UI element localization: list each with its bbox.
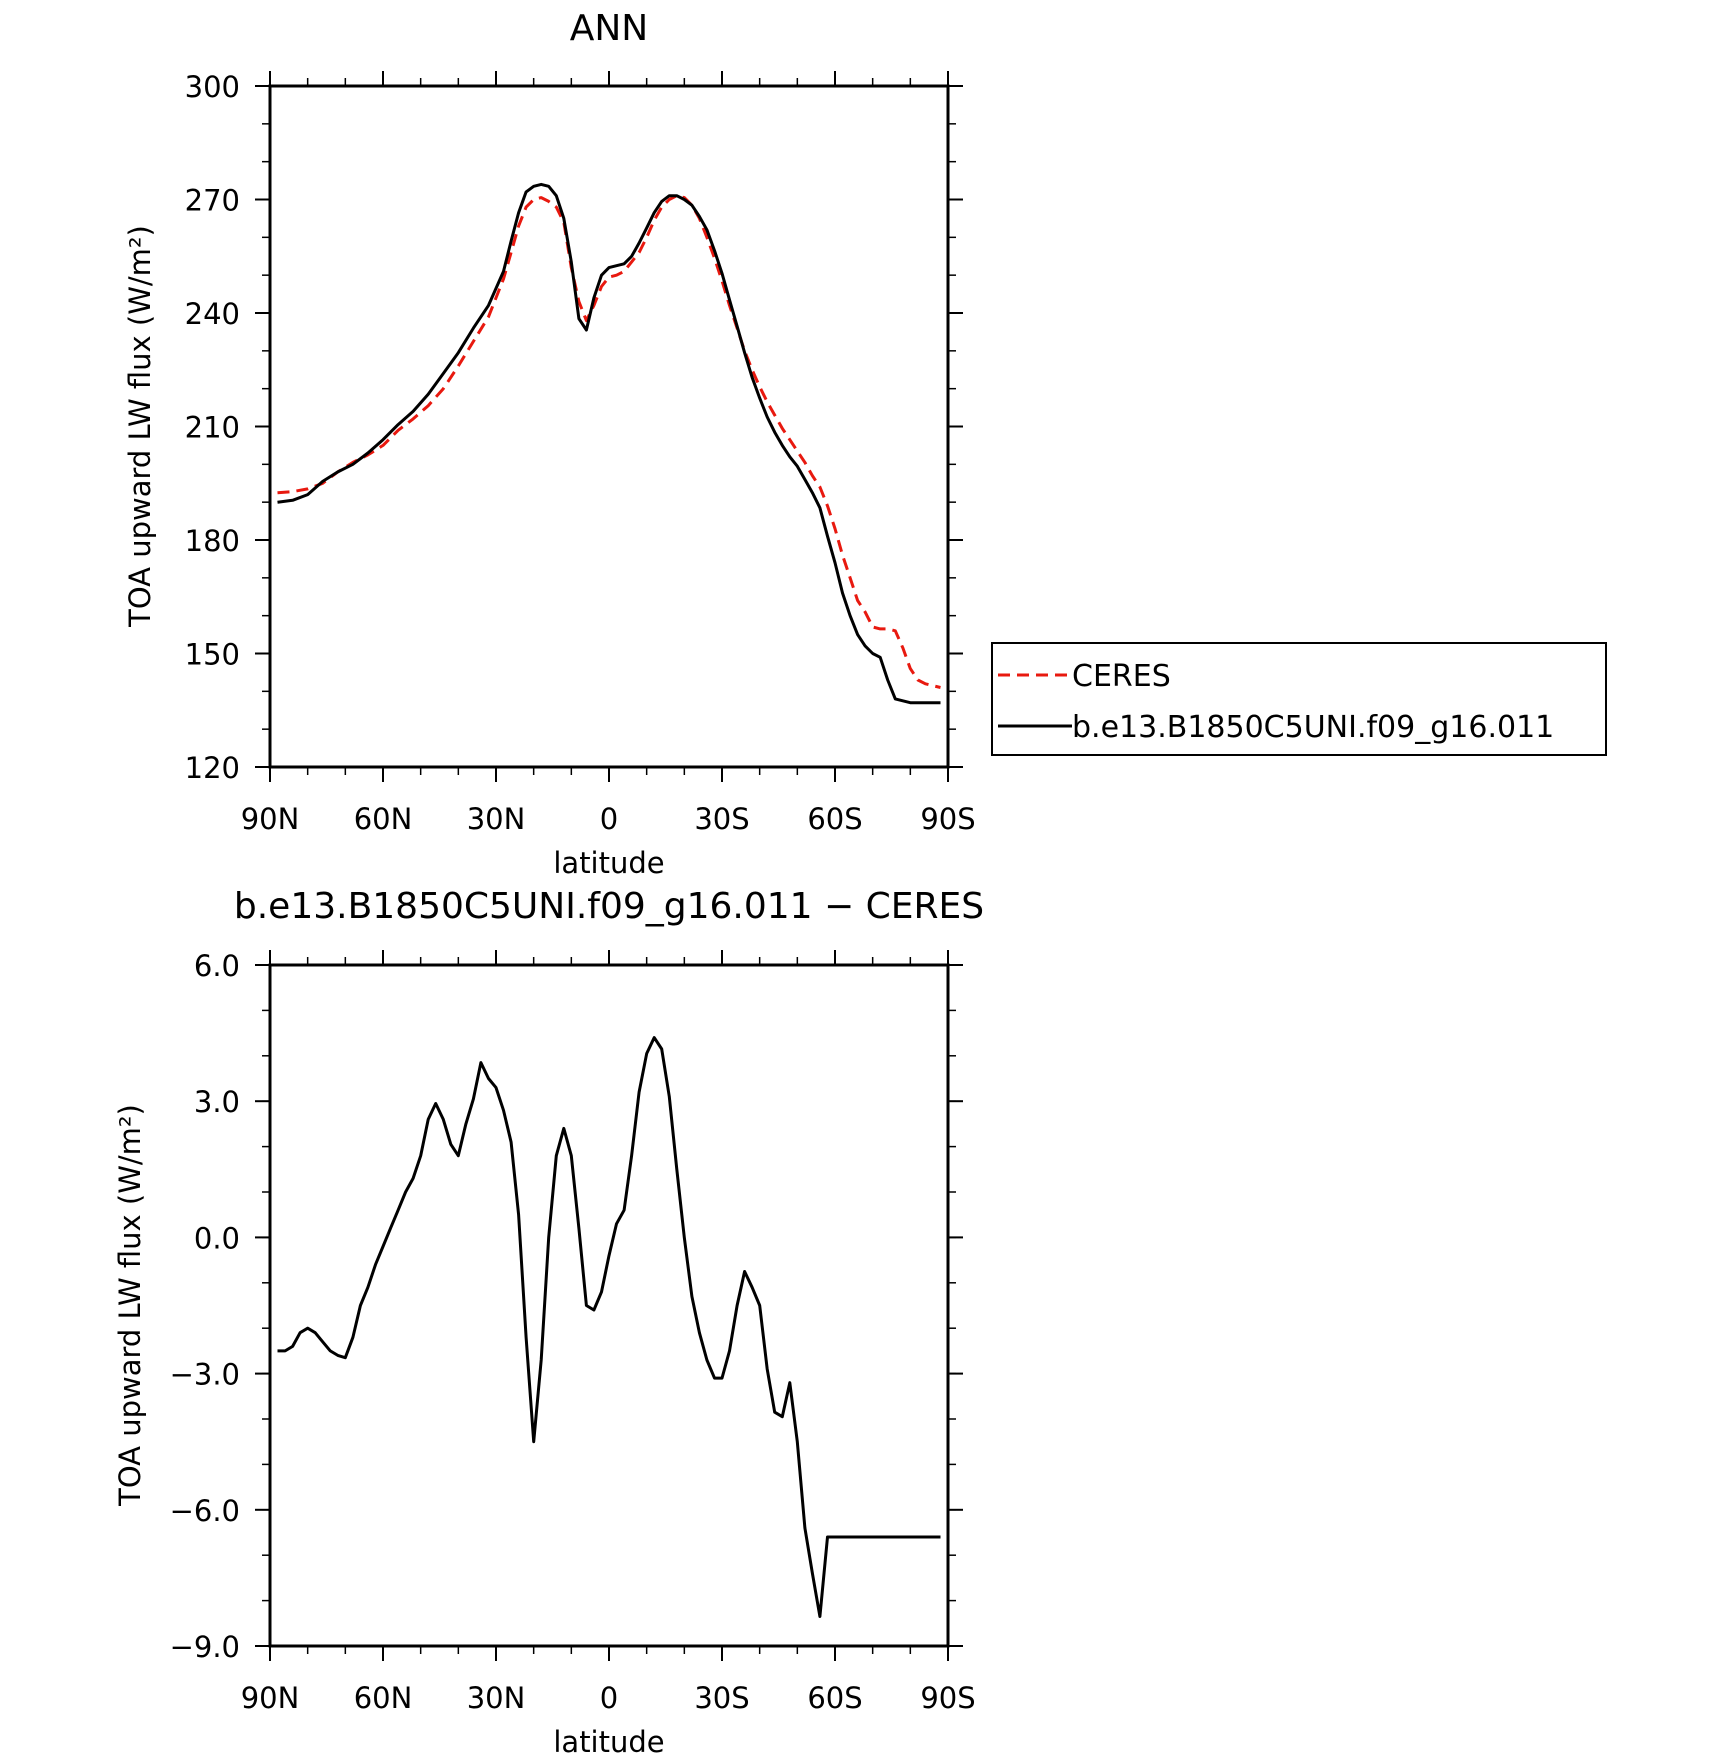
y-tick-label: 180	[185, 524, 240, 558]
x-tick-label: 30N	[467, 802, 526, 836]
x-tick-label: 90N	[241, 1681, 300, 1715]
x-tick-label: 60S	[807, 802, 862, 836]
y-tick-label: 150	[185, 638, 240, 672]
bottom-x-tick-labels: 90N 60N 30N 0 30S 60S 90S	[241, 1681, 976, 1715]
bottom-y-axis-title: TOA upward LW flux (W/m²)	[113, 1104, 147, 1507]
top-x-tick-labels: 90N 60N 30N 0 30S 60S 90S	[241, 802, 976, 836]
top-panel: ANN 300 270 240 210 180 150 120 90N 60N 30N 0 30S 6…	[123, 8, 1607, 880]
bottom-plot-title: b.e13.B1850C5UNI.f09_g16.011 − CERES	[234, 886, 984, 927]
y-tick-label: 300	[185, 70, 240, 104]
y-tick-label: −3.0	[170, 1358, 240, 1392]
x-tick-label: 30S	[694, 1681, 749, 1715]
b-e13-b1850c5uni-f09-g16-011-series-line	[277, 182, 941, 705]
bottom-x-axis-title: latitude	[553, 1725, 664, 1756]
y-tick-label: 3.0	[194, 1085, 240, 1119]
bottom-ticks	[255, 950, 963, 1661]
top-plot-frame	[268, 84, 950, 769]
y-tick-label: 6.0	[194, 949, 240, 983]
top-ticks	[255, 71, 963, 782]
y-tick-label: 270	[185, 184, 240, 218]
bottom-panel: b.e13.B1850C5UNI.f09_g16.011 − CERES 6.0…	[113, 886, 984, 1756]
legend-label-ceres: CERES	[1072, 659, 1171, 694]
ceres-series-line	[277, 194, 941, 689]
bottom-series-group	[277, 1036, 941, 1618]
y-tick-label: 0.0	[194, 1221, 240, 1255]
top-series-group	[277, 182, 941, 705]
y-tick-label: 120	[185, 751, 240, 785]
x-tick-label: 90N	[241, 802, 300, 836]
x-tick-label: 60N	[354, 802, 413, 836]
top-x-axis-title: latitude	[553, 846, 664, 880]
legend-box	[991, 642, 1607, 756]
x-tick-label: 60N	[354, 1681, 413, 1715]
y-tick-label: −9.0	[170, 1630, 240, 1664]
bottom-plot-frame	[268, 963, 950, 1648]
y-tick-label: −6.0	[170, 1494, 240, 1528]
difference-series-line	[277, 1036, 941, 1618]
legend: CERES b.e13.B1850C5UNI.f09_g16.011	[991, 642, 1607, 756]
top-y-axis-title: TOA upward LW flux (W/m²)	[123, 225, 157, 628]
bottom-y-tick-labels: 6.0 3.0 0.0 −3.0 −6.0 −9.0	[170, 949, 240, 1664]
x-tick-label: 30S	[694, 802, 749, 836]
x-tick-label: 0	[600, 802, 618, 836]
x-tick-label: 90S	[920, 802, 975, 836]
legend-label-model: b.e13.B1850C5UNI.f09_g16.011	[1072, 710, 1554, 745]
top-y-tick-labels: 300 270 240 210 180 150 120	[185, 70, 240, 785]
x-tick-label: 60S	[807, 1681, 862, 1715]
y-tick-label: 210	[185, 411, 240, 445]
x-tick-label: 30N	[467, 1681, 526, 1715]
x-tick-label: 0	[600, 1681, 618, 1715]
top-plot-title: ANN	[570, 8, 649, 49]
x-tick-label: 90S	[920, 1681, 975, 1715]
y-tick-label: 240	[185, 297, 240, 331]
